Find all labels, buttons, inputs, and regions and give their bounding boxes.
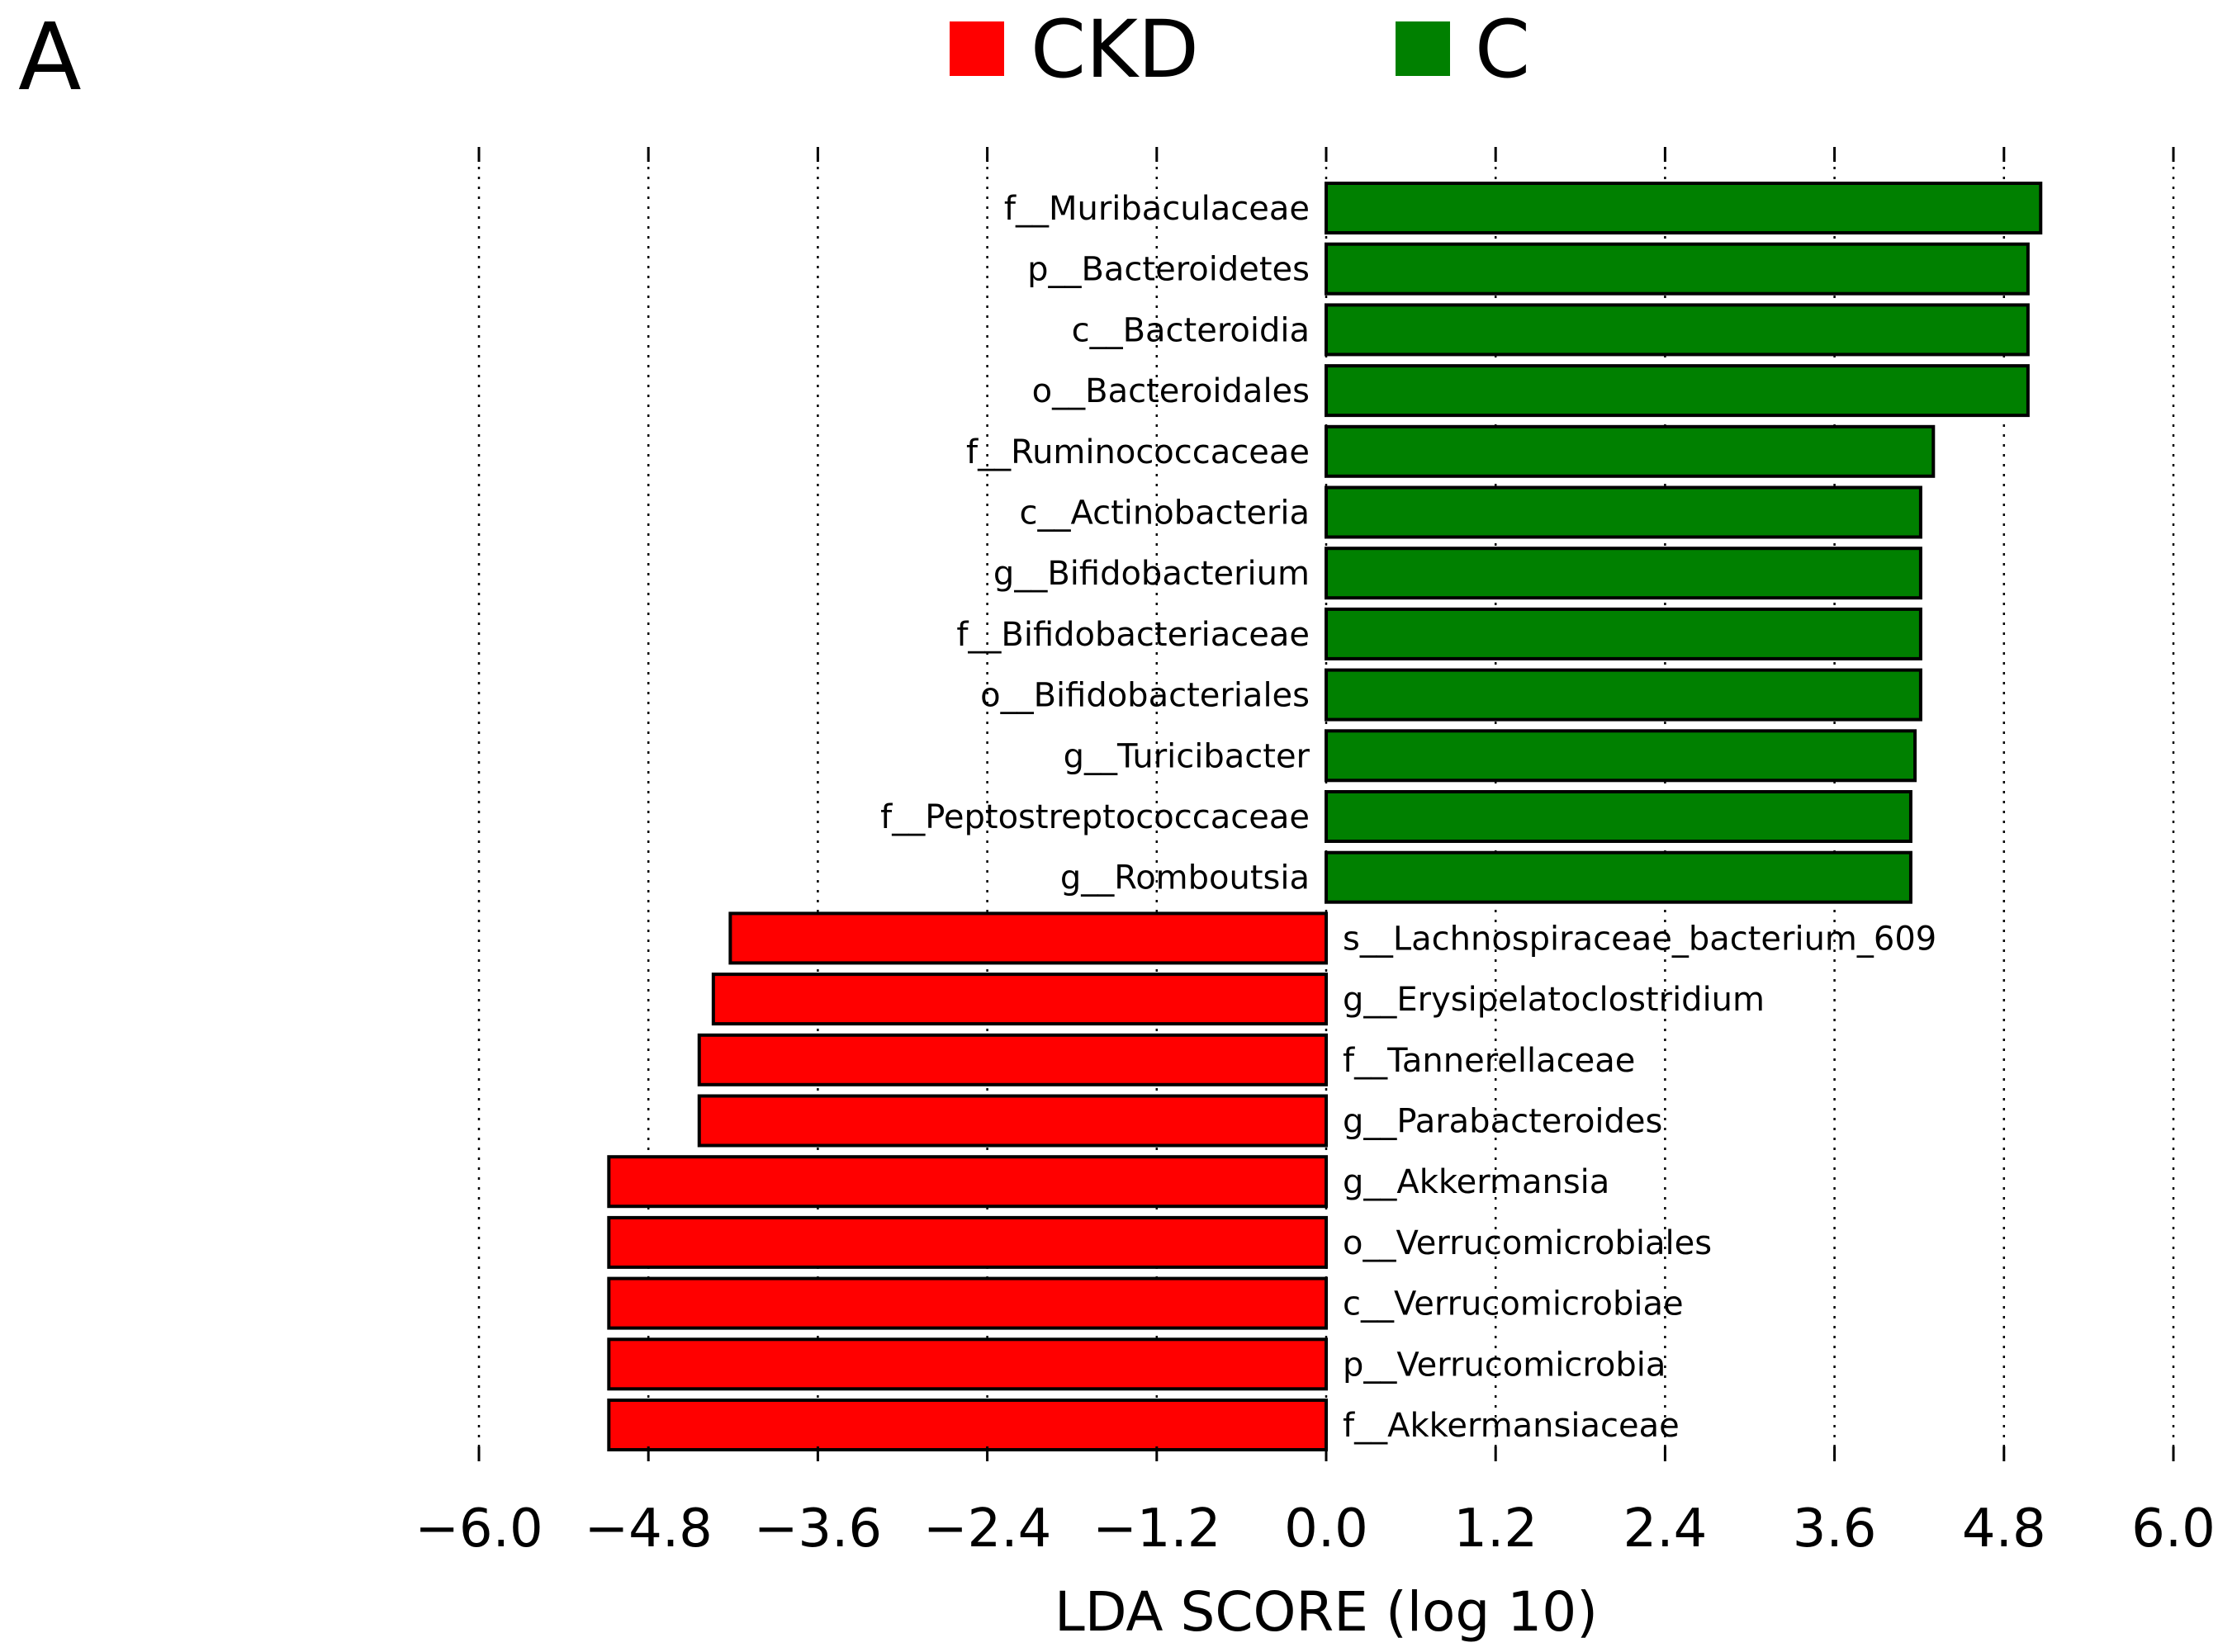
panel-label: A [18, 4, 82, 111]
legend-label-c: C [1475, 3, 1531, 96]
category-label: c__Verrucomicrobiae [1343, 1285, 1684, 1323]
category-label: f__Tannerellaceae [1343, 1042, 1635, 1080]
bar-ckd [607, 1215, 1328, 1269]
bar-ckd [607, 1276, 1328, 1330]
x-tick-label: 2.4 [1623, 1498, 1708, 1560]
category-label: g__Parabacteroides [1343, 1103, 1662, 1141]
x-tick-label: 1.2 [1453, 1498, 1538, 1560]
bar-c [1325, 607, 1922, 660]
x-tick-label: −6.0 [415, 1498, 543, 1560]
category-label: f__Peptostreptococcaceae [880, 798, 1310, 836]
bar-ckd [697, 1094, 1328, 1148]
category-label: o__Bifidobacteriales [980, 677, 1310, 715]
bar-c [1325, 242, 2030, 296]
category-label: f__Bifidobacteriaceae [956, 616, 1310, 654]
category-label: p__Verrucomicrobia [1343, 1346, 1666, 1384]
x-tick-label: 0.0 [1284, 1498, 1368, 1560]
x-axis-label: LDA SCORE (log 10) [1054, 1580, 1598, 1644]
x-tick-label: −3.6 [754, 1498, 882, 1560]
category-label: g__Akkermansia [1343, 1163, 1609, 1201]
legend: CKD C [0, 10, 2218, 104]
bar-c [1325, 850, 1912, 904]
category-label: o__Bacteroidales [1032, 372, 1310, 410]
legend-swatch-c [1396, 21, 1450, 76]
bar-ckd [711, 973, 1328, 1026]
category-label: f__Muribaculaceae [1004, 190, 1310, 228]
bar-c [1325, 303, 2030, 357]
x-tick-label: 6.0 [2131, 1498, 2216, 1560]
bar-c [1325, 668, 1922, 722]
legend-swatch-ckd [950, 21, 1004, 76]
category-labels: f__Muribaculaceae p__Bacteroidetes c__Bact… [880, 190, 1936, 1445]
category-label: g__Erysipelatoclostridium [1343, 981, 1765, 1019]
bar-c [1325, 424, 1936, 478]
bar-ckd [607, 1337, 1328, 1391]
bar-c [1325, 364, 2030, 418]
bar-c [1325, 729, 1917, 783]
bar-c [1325, 182, 2043, 234]
x-tick-label: −2.4 [923, 1498, 1051, 1560]
bar-ckd [728, 911, 1328, 965]
bar-c [1325, 790, 1912, 843]
bar-c [1325, 485, 1922, 539]
category-label: g__Bifidobacterium [993, 555, 1310, 593]
x-tick-label: −4.8 [584, 1498, 712, 1560]
category-label: g__Turicibacter [1064, 737, 1310, 775]
category-label: c__Bacteroidia [1072, 311, 1310, 349]
category-label: p__Bacteroidetes [1027, 251, 1310, 289]
x-tick-label: −1.2 [1092, 1498, 1220, 1560]
bar-c [1325, 547, 1922, 600]
category-label: s__Lachnospiraceae_bacterium_609 [1343, 920, 1936, 958]
bar-ckd [607, 1399, 1328, 1451]
category-label: o__Verrucomicrobiales [1343, 1224, 1712, 1262]
legend-label-ckd: CKD [1031, 3, 1199, 96]
bar-ckd [697, 1033, 1328, 1086]
category-label: c__Actinobacteria [1019, 495, 1310, 533]
bars [607, 182, 2043, 1451]
bar-ckd [607, 1155, 1328, 1209]
category-label: g__Romboutsia [1060, 859, 1310, 897]
category-label: f__Akkermansiaceae [1343, 1407, 1680, 1445]
category-label: f__Ruminococcaceae [966, 433, 1310, 471]
x-tick-label: 3.6 [1793, 1498, 1877, 1560]
x-axis: −6.0 −4.8 −3.6 −2.4 −1.2 0.0 1.2 2.4 3.6 4.8 6.0 [415, 147, 2216, 1560]
x-tick-label: 4.8 [1962, 1498, 2046, 1560]
